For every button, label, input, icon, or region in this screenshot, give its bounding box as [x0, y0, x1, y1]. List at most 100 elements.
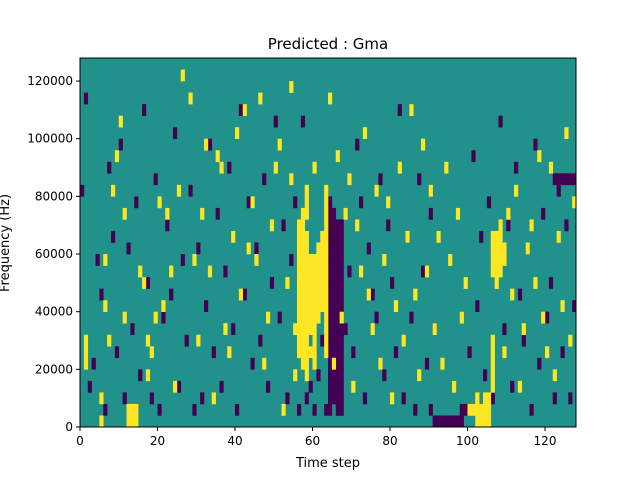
heatmap-cell-low — [273, 115, 278, 128]
heatmap-cell-low — [521, 334, 526, 347]
heatmap-cell-high — [316, 254, 321, 266]
heatmap-cell-low — [304, 392, 309, 405]
heatmap-cell-high — [467, 403, 472, 416]
heatmap-cell-low — [130, 323, 135, 336]
heatmap-cell-low — [455, 415, 461, 428]
heatmap-cell-low — [328, 277, 333, 289]
heatmap-cell-low — [436, 415, 441, 428]
heatmap-cell-low — [103, 403, 108, 416]
heatmap-cell-low — [444, 415, 449, 428]
heatmap-cell-low — [428, 207, 433, 220]
heatmap-cell-low — [320, 334, 325, 347]
heatmap-cell-low — [339, 403, 344, 416]
heatmap-cell-high — [486, 403, 492, 416]
heatmap-cell-low — [560, 173, 565, 186]
heatmap-cell-high — [479, 415, 484, 428]
heatmap-cell-high — [297, 242, 302, 255]
heatmap-cell-high — [145, 369, 151, 382]
heatmap-cell-high — [382, 254, 387, 266]
heatmap-cell-low — [417, 173, 422, 186]
heatmap-cell-high — [374, 184, 379, 197]
x-tick-label: 100 — [456, 434, 479, 448]
heatmap-cell-high — [397, 161, 402, 174]
heatmap-cell-high — [196, 334, 201, 347]
heatmap-cell-low — [552, 392, 557, 405]
heatmap-cell-low — [262, 173, 267, 186]
heatmap-cell-low — [328, 357, 333, 370]
heatmap-cell-high — [463, 277, 468, 289]
heatmap-cell-high — [308, 323, 313, 336]
heatmap-cell-high — [312, 311, 317, 324]
heatmap-cell-high — [541, 311, 546, 324]
heatmap-cell-high — [308, 254, 313, 266]
heatmap-cell-high — [300, 207, 306, 220]
heatmap-cell-low — [238, 104, 244, 116]
heatmap-cell-high — [300, 346, 306, 359]
heatmap-cell-low — [459, 403, 464, 416]
heatmap-cell-high — [300, 219, 306, 232]
heatmap-cell-high — [393, 300, 399, 312]
heatmap-cell-high — [413, 288, 418, 301]
heatmap-cell-high — [300, 277, 306, 289]
heatmap-cell-low — [235, 403, 240, 416]
heatmap-cell-high — [304, 265, 309, 278]
x-tick-label: 40 — [227, 434, 242, 448]
heatmap-cell-high — [320, 242, 325, 255]
heatmap-cell-low — [331, 242, 337, 255]
heatmap-cell-low — [572, 300, 577, 312]
heatmap-cell-high — [386, 196, 391, 209]
heatmap-cell-high — [126, 403, 131, 416]
heatmap-cell-high — [157, 196, 162, 209]
heatmap-cell-low — [335, 403, 340, 416]
heatmap-cell-low — [331, 392, 337, 405]
heatmap-cell-low — [169, 288, 174, 301]
heatmap-cell-high — [490, 380, 495, 393]
heatmap-cell-high — [254, 254, 259, 266]
heatmap-cell-high — [490, 357, 495, 370]
heatmap-cell-high — [300, 357, 306, 370]
heatmap-cell-high — [560, 300, 565, 312]
heatmap-cell-low — [339, 242, 344, 255]
heatmap-cell-low — [432, 415, 437, 428]
heatmap-cell-low — [328, 334, 333, 347]
heatmap-cell-high — [366, 288, 371, 301]
heatmap-cell-low — [231, 323, 236, 336]
heatmap-cell-low — [328, 207, 333, 220]
heatmap-cell-high — [304, 277, 309, 289]
heatmap-cell-high — [211, 392, 216, 405]
heatmap-cell-high — [149, 346, 154, 359]
heatmap-cell-high — [459, 311, 464, 324]
heatmap-cell-low — [335, 392, 340, 405]
heatmap-cell-high — [448, 254, 453, 266]
heatmap-cell-high — [370, 323, 375, 336]
heatmap-cell-low — [331, 311, 337, 324]
heatmap-cell-low — [138, 369, 143, 382]
heatmap-cell-high — [297, 277, 302, 289]
heatmap-cell-low — [335, 357, 340, 370]
heatmap-cell-high — [335, 150, 340, 163]
x-tick-label: 0 — [76, 434, 84, 448]
heatmap-cell-high — [297, 311, 302, 324]
heatmap-cell-high — [324, 184, 329, 197]
heatmap-cell-low — [331, 230, 337, 243]
heatmap-cell-high — [514, 184, 519, 197]
heatmap-cell-high — [490, 254, 495, 266]
heatmap-cell-low — [541, 207, 546, 220]
heatmap-cell-low — [339, 357, 344, 370]
heatmap-cell-low — [145, 277, 151, 289]
heatmap-cell-low — [83, 92, 89, 105]
y-tick-label: 0 — [65, 420, 73, 434]
heatmap-cell-high — [188, 92, 193, 105]
heatmap-cell-low — [552, 173, 557, 186]
heatmap-cell-low — [331, 207, 337, 220]
heatmap-cell-high — [83, 346, 89, 359]
heatmap-cell-low — [339, 334, 344, 347]
heatmap-cell-high — [486, 392, 492, 405]
heatmap-cell-high — [320, 288, 325, 301]
heatmap-cell-high — [204, 138, 209, 151]
heatmap-cell-high — [552, 369, 557, 382]
heatmap-cell-low — [184, 334, 189, 347]
heatmap-cell-low — [331, 219, 337, 232]
x-tick-label: 120 — [534, 434, 557, 448]
heatmap-cell-high — [498, 219, 503, 232]
